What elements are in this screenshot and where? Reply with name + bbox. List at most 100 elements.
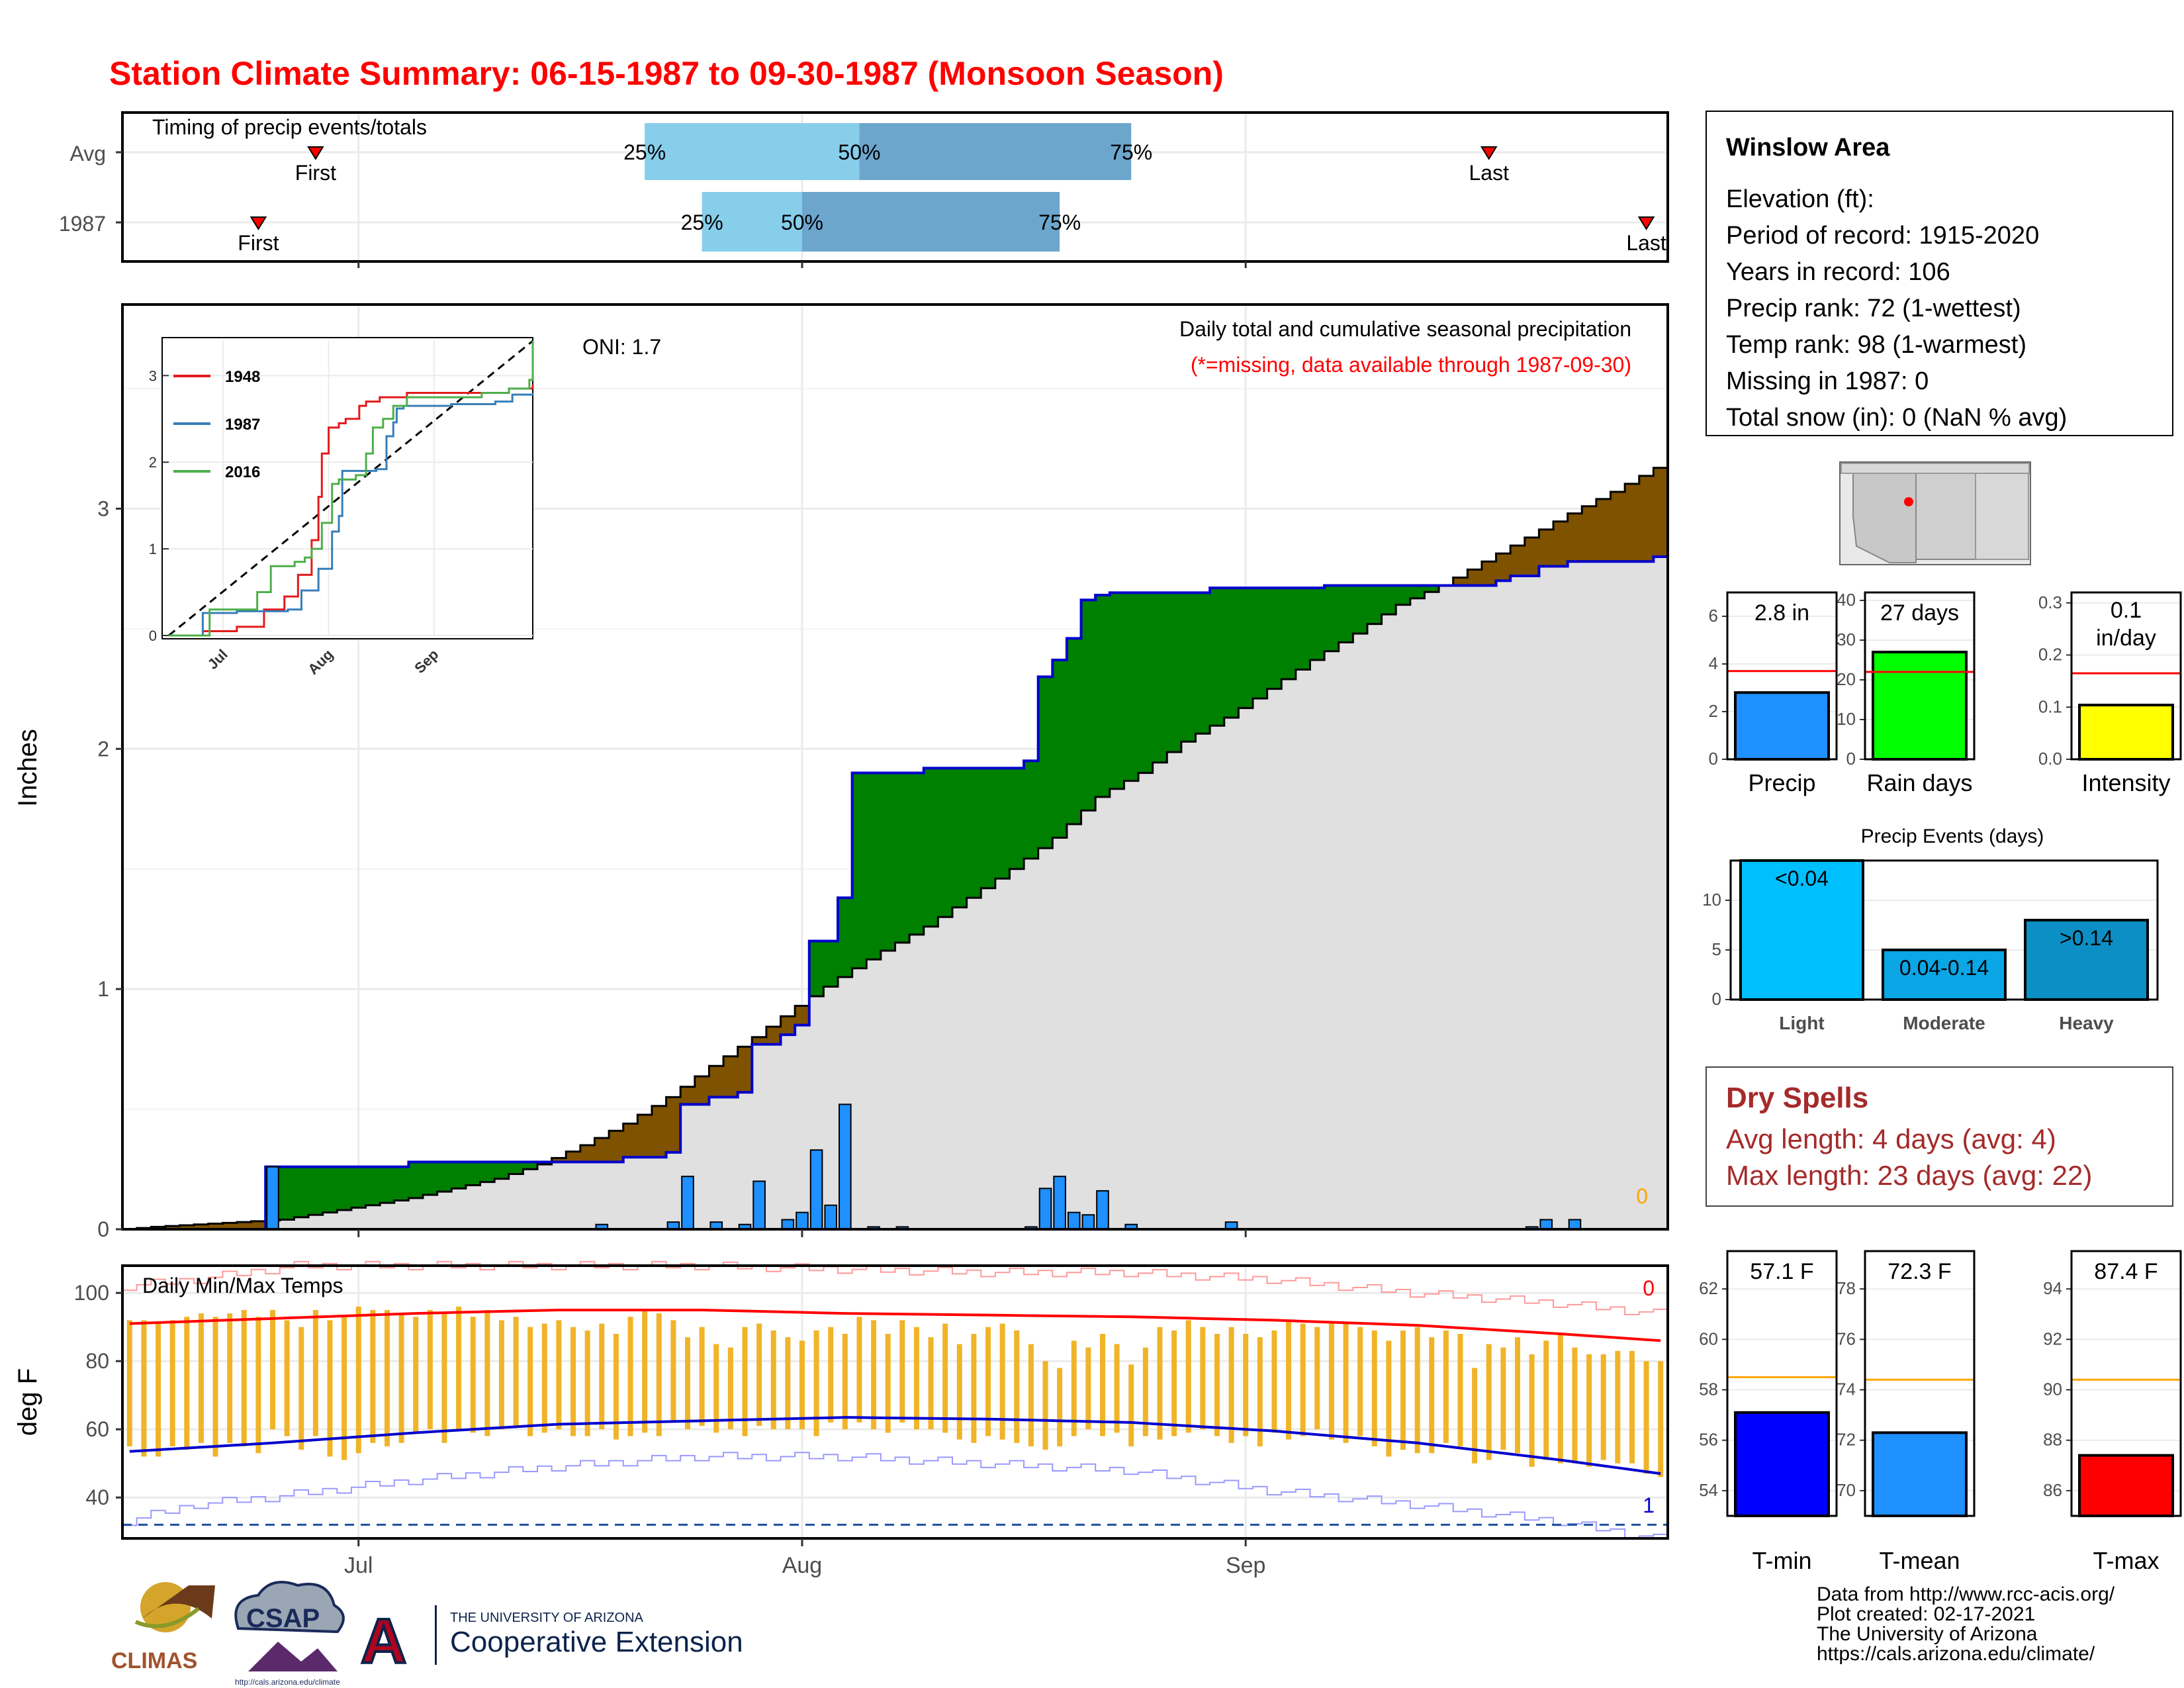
precip-above-avg-area — [838, 898, 853, 977]
precip-daily-bar — [839, 1103, 852, 1231]
map-arizona-shape — [1852, 473, 1917, 563]
precip-daily-bar — [681, 1176, 694, 1230]
precip-above-avg-area — [394, 1166, 409, 1201]
page-title: Station Climate Summary: 06-15-1987 to 0… — [109, 55, 1224, 92]
temp-daily-bar — [1529, 1354, 1535, 1467]
precip-above-avg-area — [1295, 588, 1310, 670]
temp-daily-bar — [270, 1309, 276, 1430]
precip-above-avg-area — [1338, 585, 1353, 643]
temp-daily-bar — [1028, 1344, 1034, 1446]
temp-missing-min: 1 — [1643, 1493, 1655, 1517]
small-bar-y-tick-label: 58 — [1699, 1380, 1718, 1399]
small-bar-y-tick-label: 30 — [1837, 630, 1856, 649]
csap-logo: CSAP http://cals.arizona.edu/climate — [234, 1581, 345, 1687]
dry-spells-line: Max length: 23 days (avg: 22) — [1726, 1160, 2092, 1191]
timing-marker-last-icon — [1480, 146, 1498, 160]
small-bar-value-label: 57.1 F — [1750, 1259, 1813, 1284]
precip-above-avg-area — [1267, 588, 1282, 689]
x-tick-label: Jul — [344, 1553, 373, 1578]
temp-y-tick-label: 80 — [85, 1349, 109, 1373]
temp-daily-bar — [1042, 1361, 1048, 1450]
small-bar-y-tick-label: 70 — [1837, 1480, 1856, 1500]
tmin-record-line — [122, 1452, 1668, 1538]
small-bar-label: Rain days — [1866, 769, 1972, 796]
temp-daily-bar — [1228, 1327, 1234, 1443]
season-bar-panels: 0 2 4 6 2.8 in Precip 0 10 20 30 40 27 days Rain day… — [1709, 590, 2182, 796]
precip-y-tick-label: 0 — [97, 1217, 109, 1241]
station-box-frame — [1706, 111, 2173, 436]
temp-daily-bar — [1486, 1344, 1492, 1460]
precip-y-tick-label: 3 — [97, 496, 109, 520]
precip-panel-border — [121, 303, 1669, 1231]
temp-axis: 40 60 80 100 Jul Aug Sep — [74, 1281, 1266, 1578]
events-bar-moderate — [1882, 949, 2007, 1001]
temp-daily-bar — [1557, 1334, 1563, 1464]
small-bar-precip — [1734, 691, 1830, 761]
precip-above-avg-area — [337, 1166, 352, 1210]
precip-above-avg-area — [1396, 585, 1411, 605]
temp-daily-bar — [1314, 1327, 1320, 1430]
small-bar-y-tick-label: 0.2 — [2038, 645, 2062, 665]
timing-label-p50: 50% — [838, 140, 880, 164]
small-bar-y-tick-label: 0.1 — [2038, 696, 2062, 716]
small-bar-value-label: 0.1 — [2111, 598, 2142, 623]
temp-daily-bar — [141, 1320, 147, 1457]
temp-daily-bar — [1658, 1361, 1664, 1477]
inset-legend-label: 1948 — [225, 368, 260, 386]
precip-above-avg-area — [1167, 592, 1182, 753]
precip-above-avg-area — [423, 1162, 438, 1195]
temp-daily-bar — [1300, 1323, 1306, 1436]
temp-daily-bar — [785, 1337, 791, 1430]
small-bar-y-tick-label: 72 — [1837, 1430, 1856, 1450]
precip-daily-bar — [781, 1219, 795, 1231]
temp-daily-bar — [227, 1313, 233, 1443]
small-bar-y-tick-label: 10 — [1837, 709, 1856, 729]
timing-label-p75: 75% — [1110, 140, 1152, 164]
temp-daily-bar — [856, 1317, 862, 1423]
precip-above-avg-area — [480, 1162, 495, 1182]
precip-daily-bar — [796, 1211, 809, 1230]
small-bar-y-tick-label: 74 — [1837, 1380, 1856, 1399]
precip-above-avg-area — [1210, 588, 1225, 726]
csap-logo-text: CSAP — [246, 1604, 320, 1633]
timing-bar-lower — [645, 123, 860, 180]
small-bar-frame — [1726, 1250, 1838, 1517]
events-category-label: Heavy — [2059, 1013, 2114, 1033]
tmax-avg-line — [129, 1308, 1661, 1342]
precip-above-avg-area — [1424, 585, 1439, 592]
dry-spells-line: Avg length: 4 days (avg: 4) — [1726, 1123, 2056, 1154]
precip-above-avg-area — [494, 1162, 510, 1179]
temp-daily-bar — [899, 1320, 905, 1423]
precip-y-axis: 0 1 2 3 — [97, 496, 1247, 1241]
small-bar-y-tick-label: 6 — [1709, 606, 1718, 626]
small-bar-value-label: in/day — [2096, 626, 2156, 651]
locator-map — [1839, 461, 2031, 565]
temp-daily-bar — [1443, 1330, 1449, 1443]
climas-logo: CLIMAS — [111, 1582, 215, 1673]
footer-credits: Data from http://www.rcc-acis.org/ Plot … — [1817, 1583, 2115, 1665]
temp-daily-bar — [570, 1327, 576, 1436]
temp-daily-bar — [828, 1327, 834, 1423]
timing-label-p25: 25% — [681, 211, 723, 234]
precip-above-avg-area — [1124, 592, 1139, 781]
temp-daily-bar — [1500, 1347, 1506, 1450]
temp-daily-bar — [727, 1347, 733, 1430]
temp-daily-bar — [1357, 1327, 1363, 1436]
timing-label-first: First — [295, 161, 336, 185]
temp-daily-bar — [212, 1317, 218, 1457]
temp-daily-bar — [484, 1309, 490, 1436]
precip-above-avg-area — [966, 768, 981, 898]
temp-panel: 40 60 80 100 Jul Aug Sep Daily Min/Max Temps d… — [13, 1260, 1669, 1578]
events-plot: 0 5 10 <0.04 Light 0.04-0.14 Moderate >0.14 Heav… — [1702, 859, 2159, 1033]
precip-above-avg-area — [1238, 588, 1253, 708]
precip-daily-bar — [824, 1204, 838, 1230]
station-line: Period of record: 1915-2020 — [1726, 222, 2039, 250]
small-bar-y-tick-label: 60 — [1699, 1329, 1718, 1348]
temp-daily-bar — [470, 1317, 476, 1433]
temp-daily-bar — [1142, 1347, 1148, 1436]
small-bar-frame — [2070, 591, 2182, 761]
precip-areas — [122, 467, 1668, 1231]
dry-spells-title: Dry Spells — [1726, 1082, 1868, 1114]
inset-y-tick-label: 0 — [149, 628, 157, 644]
temp-daily-bar — [599, 1323, 605, 1430]
